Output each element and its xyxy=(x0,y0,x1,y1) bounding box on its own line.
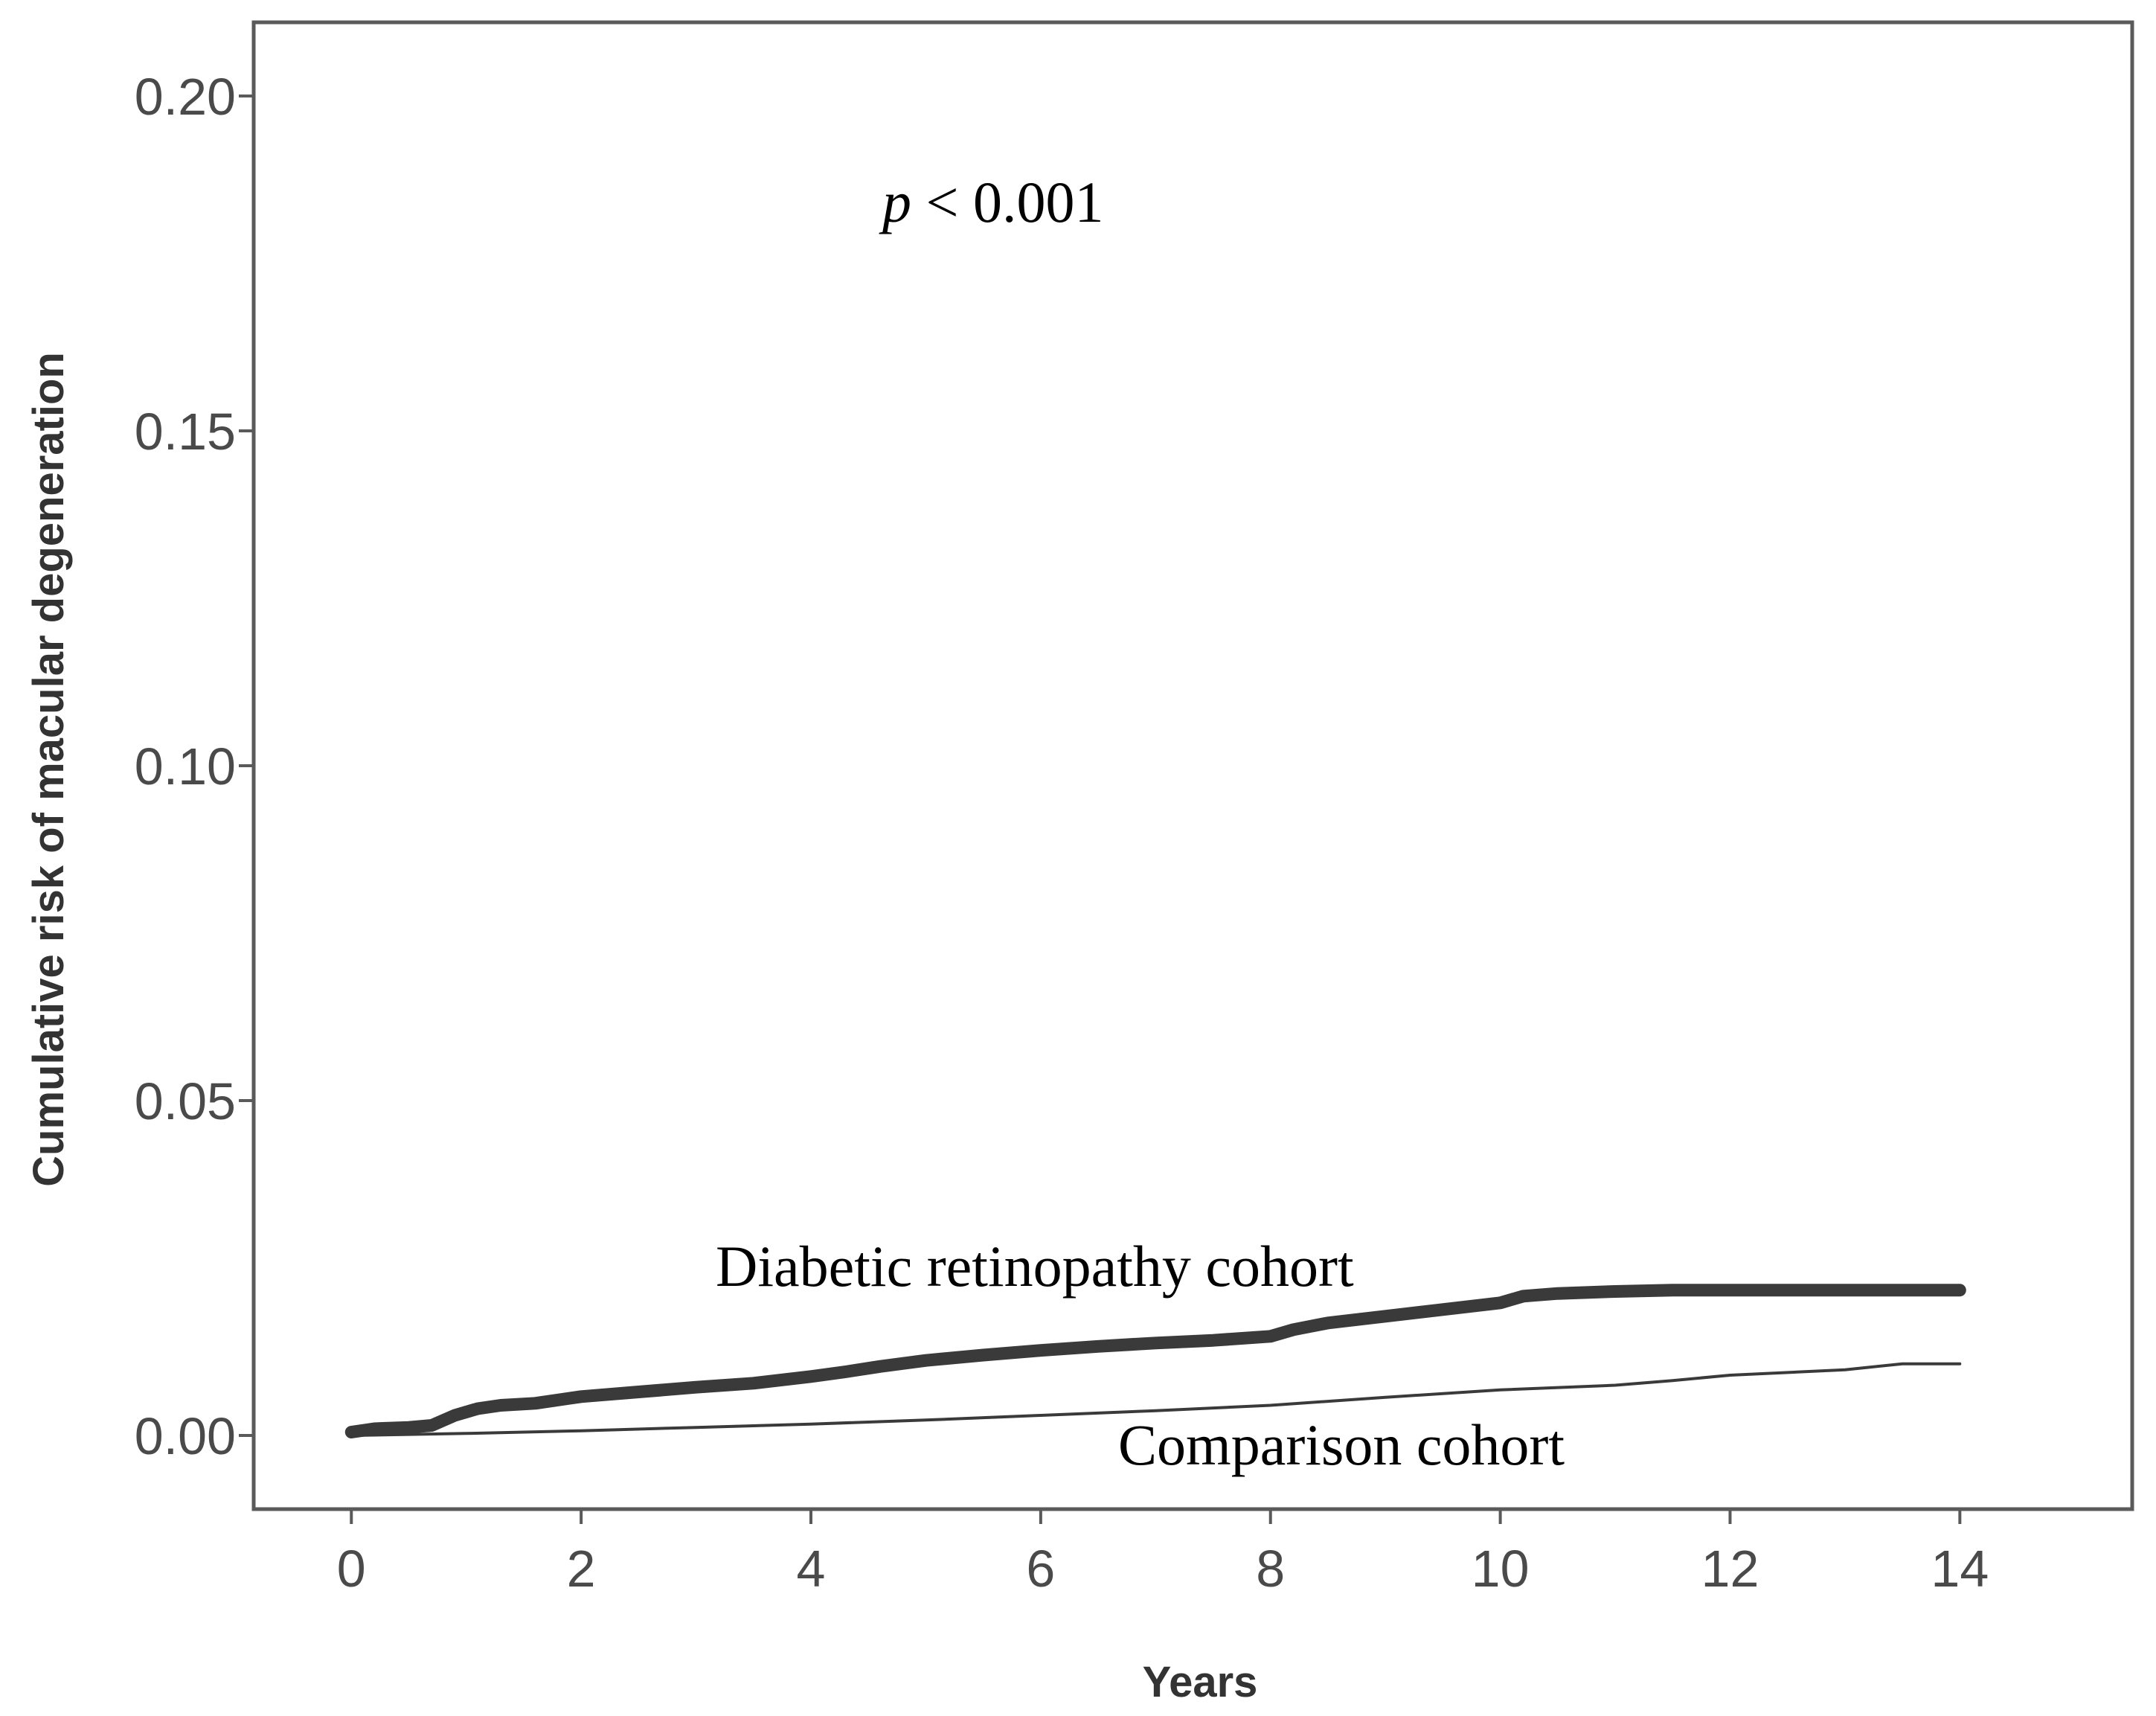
y-tick-label: 0.10 xyxy=(135,737,236,795)
y-axis-ticks: 0.00 0.05 0.10 0.15 0.20 xyxy=(135,68,254,1465)
x-axis-ticks: 0 2 4 6 8 10 12 14 xyxy=(337,1509,1989,1598)
y-tick-label: 0.20 xyxy=(135,68,236,126)
y-tick-label: 0.05 xyxy=(135,1072,236,1130)
series-layer xyxy=(344,1284,1966,1438)
x-tick-label: 2 xyxy=(567,1540,596,1598)
series-line-comparison-cohort xyxy=(350,1362,1962,1437)
label-diabetic-retinopathy-cohort: Diabetic retinopathy cohort xyxy=(716,1234,1354,1299)
p-threshold: < 0.001 xyxy=(911,170,1104,234)
x-tick-label: 14 xyxy=(1931,1540,1989,1598)
x-tick-label: 12 xyxy=(1701,1540,1759,1598)
x-axis-title: Years xyxy=(1143,1658,1258,1706)
x-tick-label: 4 xyxy=(797,1540,826,1598)
y-tick-label: 0.00 xyxy=(135,1407,236,1465)
y-axis-title: Cumulative risk of macular degeneration xyxy=(25,352,73,1187)
y-tick-label: 0.15 xyxy=(135,403,236,461)
label-comparison-cohort: Comparison cohort xyxy=(1118,1412,1565,1477)
x-tick-label: 8 xyxy=(1256,1540,1285,1598)
series-line-diabetic-retinopathy-cohort xyxy=(344,1284,1966,1438)
x-tick-label: 0 xyxy=(337,1540,366,1598)
p-symbol: p xyxy=(879,170,911,234)
x-tick-label: 6 xyxy=(1026,1540,1055,1598)
x-tick-label: 10 xyxy=(1472,1540,1530,1598)
p-value-annotation: p < 0.001 xyxy=(879,170,1104,234)
